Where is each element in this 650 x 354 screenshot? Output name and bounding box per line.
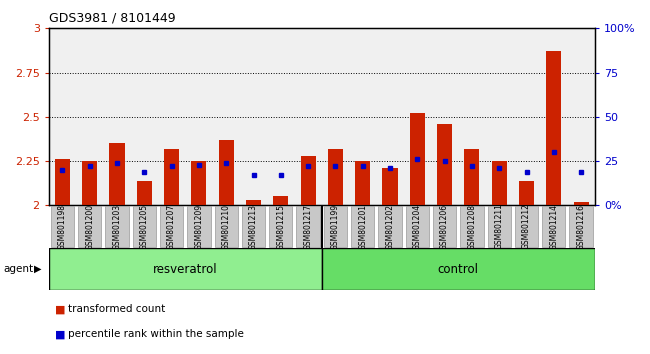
Bar bbox=[55, 159, 70, 205]
Bar bbox=[355, 161, 370, 205]
Text: ■: ■ bbox=[55, 304, 66, 314]
Text: GSM801210: GSM801210 bbox=[222, 204, 231, 250]
FancyBboxPatch shape bbox=[488, 206, 511, 247]
Text: GDS3981 / 8101449: GDS3981 / 8101449 bbox=[49, 12, 176, 25]
Text: GSM801202: GSM801202 bbox=[385, 204, 395, 250]
FancyBboxPatch shape bbox=[105, 206, 129, 247]
Text: GSM801209: GSM801209 bbox=[194, 204, 203, 250]
FancyBboxPatch shape bbox=[569, 206, 593, 247]
Bar bbox=[246, 200, 261, 205]
Bar bbox=[464, 149, 480, 205]
Bar bbox=[300, 156, 316, 205]
Text: GSM801212: GSM801212 bbox=[522, 204, 531, 250]
Text: GSM801215: GSM801215 bbox=[276, 204, 285, 250]
Text: GSM801207: GSM801207 bbox=[167, 204, 176, 250]
Bar bbox=[273, 196, 289, 205]
Bar bbox=[82, 161, 98, 205]
Text: transformed count: transformed count bbox=[68, 304, 166, 314]
Text: ■: ■ bbox=[55, 329, 66, 339]
Text: GSM801208: GSM801208 bbox=[467, 204, 476, 250]
FancyBboxPatch shape bbox=[433, 206, 456, 247]
FancyBboxPatch shape bbox=[296, 206, 320, 247]
Bar bbox=[328, 149, 343, 205]
FancyBboxPatch shape bbox=[322, 248, 595, 290]
Text: GSM801214: GSM801214 bbox=[549, 204, 558, 250]
FancyBboxPatch shape bbox=[187, 206, 211, 247]
FancyBboxPatch shape bbox=[269, 206, 292, 247]
Bar bbox=[491, 161, 507, 205]
Bar bbox=[573, 202, 589, 205]
FancyBboxPatch shape bbox=[515, 206, 538, 247]
FancyBboxPatch shape bbox=[51, 206, 74, 247]
Bar bbox=[109, 143, 125, 205]
Text: percentile rank within the sample: percentile rank within the sample bbox=[68, 329, 244, 339]
Text: GSM801201: GSM801201 bbox=[358, 204, 367, 250]
Bar bbox=[519, 181, 534, 205]
Text: GSM801206: GSM801206 bbox=[440, 204, 449, 250]
Text: GSM801205: GSM801205 bbox=[140, 204, 149, 250]
Bar bbox=[218, 140, 234, 205]
FancyBboxPatch shape bbox=[542, 206, 566, 247]
Bar bbox=[410, 113, 425, 205]
FancyBboxPatch shape bbox=[133, 206, 156, 247]
Text: GSM801217: GSM801217 bbox=[304, 204, 313, 250]
Text: GSM801198: GSM801198 bbox=[58, 204, 67, 250]
Bar bbox=[546, 51, 562, 205]
FancyBboxPatch shape bbox=[160, 206, 183, 247]
Text: GSM801213: GSM801213 bbox=[249, 204, 258, 250]
Text: GSM801200: GSM801200 bbox=[85, 204, 94, 250]
Text: control: control bbox=[437, 263, 479, 275]
Bar bbox=[437, 124, 452, 205]
FancyBboxPatch shape bbox=[460, 206, 484, 247]
Bar bbox=[191, 161, 207, 205]
FancyBboxPatch shape bbox=[49, 248, 322, 290]
FancyBboxPatch shape bbox=[378, 206, 402, 247]
Text: GSM801216: GSM801216 bbox=[577, 204, 586, 250]
FancyBboxPatch shape bbox=[406, 206, 429, 247]
FancyBboxPatch shape bbox=[324, 206, 347, 247]
Bar bbox=[382, 168, 398, 205]
Text: resveratrol: resveratrol bbox=[153, 263, 218, 275]
FancyBboxPatch shape bbox=[242, 206, 265, 247]
Text: GSM801211: GSM801211 bbox=[495, 204, 504, 250]
Text: ▶: ▶ bbox=[34, 264, 42, 274]
Text: GSM801203: GSM801203 bbox=[112, 204, 122, 250]
FancyBboxPatch shape bbox=[351, 206, 374, 247]
Text: agent: agent bbox=[3, 264, 33, 274]
Text: GSM801204: GSM801204 bbox=[413, 204, 422, 250]
Text: GSM801199: GSM801199 bbox=[331, 204, 340, 250]
Bar bbox=[136, 181, 152, 205]
FancyBboxPatch shape bbox=[78, 206, 101, 247]
FancyBboxPatch shape bbox=[214, 206, 238, 247]
Bar bbox=[164, 149, 179, 205]
